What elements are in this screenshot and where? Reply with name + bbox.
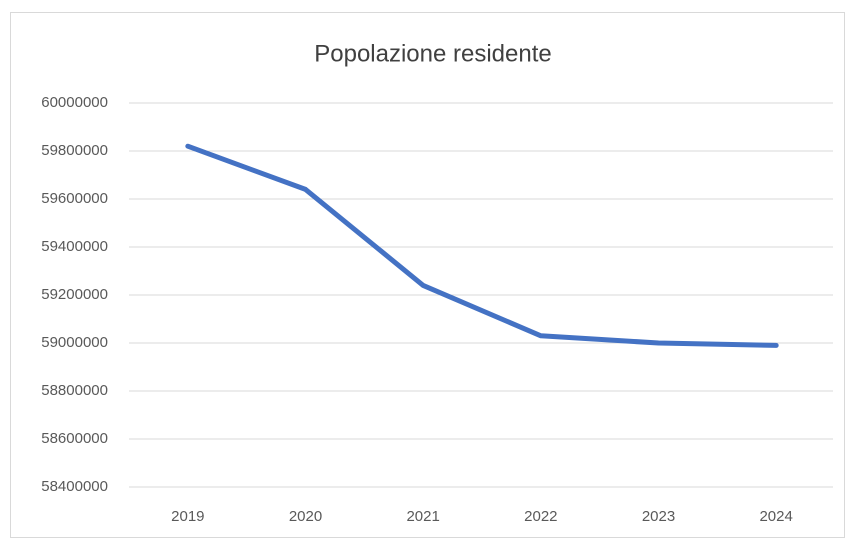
y-tick-label: 59800000 [41, 142, 108, 159]
y-tick-label: 59000000 [41, 334, 108, 351]
y-tick-label: 58600000 [41, 430, 108, 447]
x-tick-label: 2020 [289, 508, 322, 525]
y-tick-label: 59400000 [41, 238, 108, 255]
y-tick-label: 58800000 [41, 382, 108, 399]
y-tick-label: 60000000 [41, 94, 108, 111]
x-tick-label: 2023 [642, 508, 675, 525]
x-tick-label: 2021 [406, 508, 439, 525]
chart-frame [10, 12, 845, 538]
y-tick-label: 59200000 [41, 286, 108, 303]
line-series [185, 143, 779, 348]
x-tick-label: 2024 [759, 508, 792, 525]
x-tick-label: 2019 [171, 508, 204, 525]
y-tick-label: 58400000 [41, 478, 108, 495]
x-tick-label: 2022 [524, 508, 557, 525]
chart-title: Popolazione residente [314, 40, 552, 67]
y-tick-label: 59600000 [41, 190, 108, 207]
